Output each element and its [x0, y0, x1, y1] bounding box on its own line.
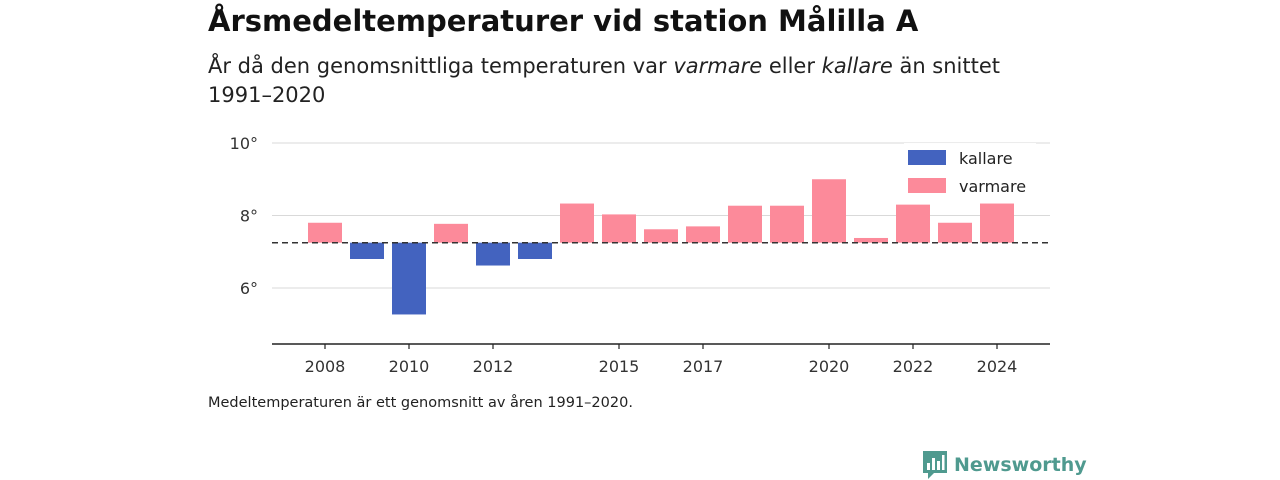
legend: kallare varmare: [904, 143, 1036, 203]
chart-title: Årsmedeltemperaturer vid station Målilla…: [208, 4, 919, 38]
x-tick-label: 2012: [473, 357, 514, 376]
bar-2009: [350, 242, 384, 259]
newsworthy-logo-icon: [923, 451, 947, 479]
bar-2022: [896, 204, 930, 243]
subtitle-colder: kallare: [821, 54, 893, 78]
bar-2013: [518, 242, 552, 259]
legend-label-kallare: kallare: [959, 149, 1013, 168]
y-tick-label: 8°: [240, 207, 258, 226]
bar-2019: [770, 205, 804, 243]
bar-2020: [812, 179, 846, 243]
subtitle-text-3: än snittet 1991–2020: [208, 54, 1001, 107]
x-tick-label: 2010: [389, 357, 430, 376]
legend-label-varmare: varmare: [959, 177, 1026, 196]
x-tick-label: 2024: [977, 357, 1018, 376]
x-tick-label: 2015: [599, 357, 640, 376]
y-tick-label: 6°: [240, 279, 258, 298]
bar-2016: [644, 229, 678, 243]
bar-2014: [560, 203, 594, 243]
subtitle-text-1: År då den genomsnittliga temperaturen va…: [208, 54, 674, 78]
bar-2012: [476, 242, 510, 266]
brand-logo: Newsworthy: [922, 450, 1087, 480]
bar-2023: [938, 222, 972, 243]
subtitle-warmer: varmare: [673, 54, 763, 78]
bar-2024: [980, 203, 1014, 243]
x-tick-label: 2008: [305, 357, 346, 376]
legend-swatch-kallare: [908, 150, 946, 165]
brand-name: Newsworthy: [954, 454, 1087, 476]
bar-2015: [602, 214, 636, 243]
bar-2021: [854, 237, 888, 243]
x-tick-label: 2020: [809, 357, 850, 376]
subtitle-text-2: eller: [762, 54, 822, 78]
bar-2010: [392, 242, 426, 315]
bar-2017: [686, 226, 720, 243]
y-tick-label: 10°: [230, 134, 258, 153]
chart-subtitle: År då den genomsnittliga temperaturen va…: [208, 52, 1008, 110]
bar-2011: [434, 223, 468, 243]
footnote: Medeltemperaturen är ett genomsnitt av å…: [208, 395, 633, 411]
x-tick-label: 2022: [893, 357, 934, 376]
x-tick-label: 2017: [683, 357, 724, 376]
x-axis-ticks: 2008 2010 2012 2015 2017 2020 2022 2024: [305, 344, 1018, 376]
y-axis-ticks: 6° 8° 10°: [230, 134, 258, 298]
legend-swatch-varmare: [908, 178, 946, 193]
bar-2018: [728, 205, 762, 243]
bar-2008: [308, 222, 342, 243]
bars: [308, 179, 1014, 315]
